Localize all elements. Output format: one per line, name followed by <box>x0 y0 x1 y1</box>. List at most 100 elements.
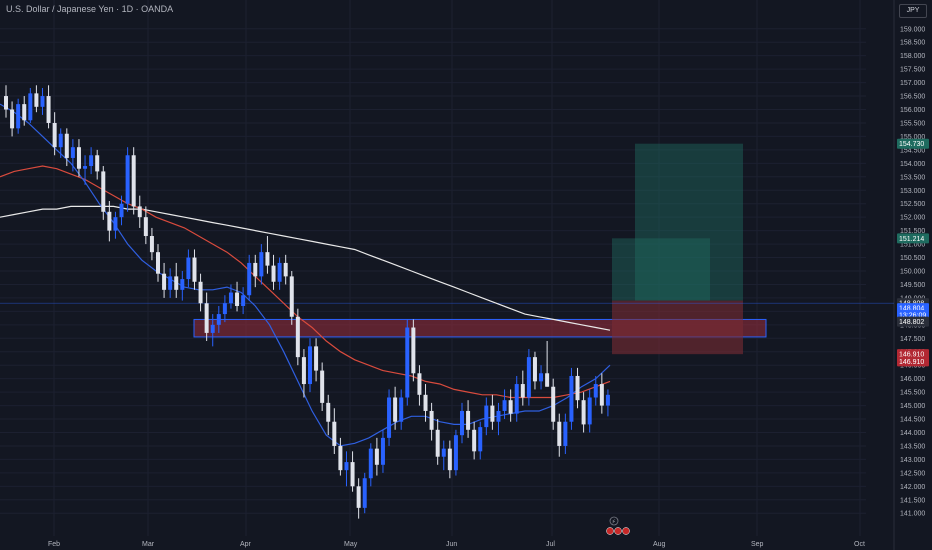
candle-body <box>411 327 416 374</box>
y-tick-label: 150.000 <box>900 269 925 276</box>
y-tick-label: 146.000 <box>900 376 925 383</box>
candle-body <box>107 211 112 231</box>
stop-zone <box>612 300 743 355</box>
candle-body <box>466 410 471 430</box>
y-tick-label: 157.000 <box>900 80 925 87</box>
y-tick-label: 145.500 <box>900 390 925 397</box>
candle-body <box>374 448 379 465</box>
candle-body <box>417 373 422 395</box>
grid-lines <box>0 0 895 550</box>
y-tick-label: 156.000 <box>900 107 925 114</box>
y-tick-label: 154.000 <box>900 161 925 168</box>
x-tick-label: Feb <box>48 541 60 548</box>
lightning-icon <box>609 516 619 526</box>
candle-body <box>478 427 483 452</box>
candle-body <box>514 384 519 414</box>
candle-body <box>472 429 477 452</box>
candle-body <box>58 133 63 148</box>
candle-body <box>447 448 452 471</box>
y-tick-label: 152.500 <box>900 201 925 208</box>
y-tick-label: 147.500 <box>900 336 925 343</box>
y-tick-label: 155.000 <box>900 134 925 141</box>
currency-button[interactable]: JPY <box>899 4 927 18</box>
candle-body <box>368 448 373 479</box>
y-tick-label: 141.000 <box>900 511 925 518</box>
y-tick-label: 143.500 <box>900 443 925 450</box>
time-axis[interactable]: Feb Mar Apr May Jun Jul Aug Sep Oct <box>48 541 865 548</box>
y-tick-label: 143.000 <box>900 457 925 464</box>
price-tag-label: 148.802 <box>899 319 924 326</box>
candle-body <box>502 400 507 411</box>
y-tick-label: 142.000 <box>900 484 925 491</box>
lightning-glyph: ⚡ <box>612 519 616 526</box>
y-tick-label: 141.500 <box>900 497 925 504</box>
candle-body <box>143 217 148 237</box>
candle-body <box>149 236 154 253</box>
candle-body <box>101 171 106 212</box>
candle-body <box>490 405 495 422</box>
y-tick-label: 149.500 <box>900 282 925 289</box>
candle-body <box>198 281 203 304</box>
candle-body <box>259 252 264 277</box>
candle-body <box>308 346 312 385</box>
timeline-badges[interactable]: ⚡ <box>606 516 630 535</box>
x-tick-label: May <box>344 541 358 548</box>
candle-body <box>113 217 118 231</box>
candle-body <box>593 384 598 398</box>
candle-body <box>22 104 27 121</box>
candle-body <box>289 276 294 317</box>
y-tick-label: 152.000 <box>900 215 925 222</box>
candle-body <box>64 133 69 158</box>
candle-body <box>557 421 562 446</box>
candle-body <box>599 384 604 406</box>
y-tick-label: 153.500 <box>900 174 925 181</box>
candle-body <box>228 292 233 304</box>
candle-body <box>277 262 282 282</box>
y-tick-label: 151.000 <box>900 242 925 249</box>
candle-body <box>453 435 458 471</box>
candle-body <box>314 346 319 371</box>
candle-body <box>380 437 385 465</box>
candle-body <box>28 93 33 121</box>
candle-body <box>350 462 355 487</box>
price-tag-label: 146.910 <box>899 352 924 359</box>
candle-body <box>156 252 160 274</box>
candle-body <box>235 292 240 306</box>
candle-body <box>89 155 94 167</box>
candle-body <box>180 279 185 290</box>
candle-body <box>271 265 276 282</box>
x-tick-label: Aug <box>653 541 666 548</box>
candle-body <box>344 462 349 471</box>
candle-body <box>95 155 100 172</box>
x-tick-label: Mar <box>142 541 155 548</box>
candle-body <box>283 262 288 277</box>
candle-body <box>484 405 489 428</box>
candle-body <box>332 421 337 446</box>
candle-body <box>301 357 306 385</box>
candle-body <box>526 357 531 398</box>
candle-body <box>186 257 191 280</box>
candle-body <box>429 410 434 430</box>
price-axis[interactable]: 141.000 141.500 142.000 142.500 143.000 143.5… <box>900 26 925 517</box>
candle-body <box>76 147 81 169</box>
candle-body <box>46 96 51 123</box>
y-tick-label: 158.500 <box>900 40 925 47</box>
y-tick-label: 142.500 <box>900 470 925 477</box>
price-tag-label: 151.214 <box>899 236 924 243</box>
candle-body <box>222 303 227 315</box>
candle-body <box>210 324 215 333</box>
price-tag-label: 13:26:09 <box>899 312 926 319</box>
candle-body <box>393 397 398 422</box>
target-zone <box>635 143 743 301</box>
position-zones <box>0 143 894 355</box>
candle-body <box>563 421 568 446</box>
y-tick-label: 155.500 <box>900 120 925 127</box>
candle-body <box>539 373 544 382</box>
symbol-title: U.S. Dollar / Japanese Yen · 1D · OANDA <box>6 4 174 14</box>
candle-body <box>295 316 300 358</box>
candle-body <box>508 400 513 414</box>
y-tick-label: 159.000 <box>900 26 925 33</box>
x-tick-label: Oct <box>854 541 865 548</box>
y-tick-label: 157.500 <box>900 67 925 74</box>
